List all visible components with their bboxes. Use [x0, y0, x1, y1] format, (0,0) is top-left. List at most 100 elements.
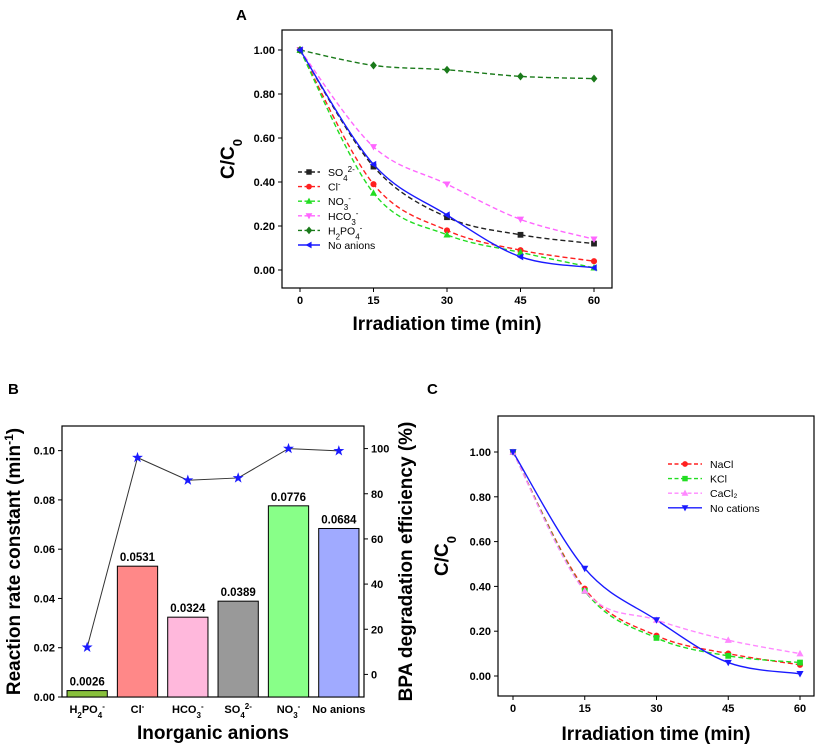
legend-marker-2 — [681, 489, 689, 496]
data-point-3 — [516, 216, 525, 224]
y2-tick-label: 100 — [371, 444, 389, 456]
panel-c-series-lines — [512, 451, 801, 675]
legend-marker-1 — [682, 475, 688, 482]
data-point-1 — [725, 652, 732, 659]
y-tick-label: 0.20 — [254, 221, 275, 233]
bar-value-label: 0.0531 — [120, 552, 156, 564]
x-tick-label-sup: 2- — [245, 702, 252, 711]
y-tick-label: 0.80 — [470, 492, 491, 504]
data-point-0 — [591, 240, 597, 247]
panel-a-series-markers — [296, 45, 598, 272]
x-tick-label-4: NO3- — [277, 702, 301, 720]
bar-1 — [116, 565, 159, 698]
x-tick-label-main: HCO — [172, 704, 197, 716]
x-tick-label-sub: 2 — [77, 711, 82, 720]
x-tick-label-main: NO — [277, 704, 294, 716]
legend-label-2: CaCl₂ — [710, 488, 737, 500]
x-tick-label-sup: - — [142, 702, 145, 711]
legend-marker-4 — [305, 226, 313, 235]
legend-marker-5 — [305, 241, 312, 249]
y-tick-label: 0.40 — [470, 581, 491, 593]
panel-b-efficiency-series — [81, 442, 345, 652]
panel-b-plot-frame — [61, 425, 365, 698]
data-point-4 — [443, 65, 451, 74]
legend-label-sup: - — [348, 194, 351, 203]
series-line-2 — [512, 451, 801, 655]
x-tick-label-sup: - — [201, 702, 204, 711]
data-point-2 — [796, 649, 804, 657]
y-tick-label: 0.00 — [470, 671, 491, 683]
x-tick-label-main: H — [69, 704, 77, 716]
y-tick-label: 0.02 — [34, 643, 55, 655]
legend-label-sup: - — [360, 223, 363, 232]
legend-label-1: Cl- — [328, 179, 341, 194]
x-tick-label: 30 — [441, 295, 453, 307]
panel-a-letter: A — [236, 7, 247, 24]
efficiency-point-2 — [182, 474, 194, 485]
x-tick-label-3: SO42- — [224, 702, 252, 720]
data-point-2 — [724, 636, 732, 643]
data-point-3 — [590, 236, 598, 243]
efficiency-point-5 — [333, 445, 345, 456]
bar-value-label: 0.0026 — [70, 677, 105, 689]
legend-label-sub: 4 — [343, 174, 348, 183]
x-tick-label: 45 — [514, 295, 526, 307]
bar-4 — [267, 505, 310, 698]
efficiency-point-0 — [81, 641, 93, 652]
x-tick-label: 60 — [794, 703, 806, 715]
x-tick-label: 15 — [579, 703, 591, 715]
bar-5 — [318, 527, 360, 698]
bar-value-label: 0.0324 — [170, 603, 206, 615]
data-point-5 — [443, 211, 450, 219]
panel-b-bars: 0.0026 0.0531 0.0324 0.0389 0.0776 0.0684 — [66, 492, 360, 698]
data-point-3 — [652, 617, 661, 624]
x-tick-label-0: H2PO4- — [69, 702, 105, 720]
data-point-3 — [369, 144, 378, 151]
series-line-0 — [299, 49, 595, 245]
series-line-1 — [512, 451, 801, 664]
panel-b-x-axis-label: Inorganic anions — [137, 723, 289, 744]
legend-marker-0 — [682, 461, 688, 467]
legend-label-5: No anions — [328, 240, 375, 252]
data-point-4 — [590, 74, 598, 83]
panel-b-y2-axis-label: BPA degradation efficiency (%) — [396, 422, 417, 702]
y-tick-label: 0.06 — [34, 544, 55, 556]
x-tick-label: 30 — [650, 703, 662, 715]
series-line-3 — [512, 451, 801, 675]
series-line-4 — [299, 49, 595, 80]
legend-label-2: NO3- — [328, 194, 351, 212]
y2-tick-label: 40 — [371, 579, 383, 591]
data-point-4 — [370, 61, 377, 70]
legend-marker-3 — [305, 213, 313, 220]
y-tick-label: 0.10 — [34, 446, 55, 458]
x-tick-label-sub: 3 — [293, 711, 298, 720]
bar-value-label: 0.0684 — [321, 514, 357, 526]
series-line-2 — [299, 49, 595, 269]
panel-a-axis-ticks: 0 15 30 45 60 0.00 0.20 0.40 0.60 0.80 1.00 — [254, 45, 601, 307]
y-tick-label: 1.00 — [470, 447, 491, 459]
series-line-1 — [299, 49, 595, 262]
x-tick-label-sup: - — [298, 702, 301, 711]
panel-a-legend: SO42-Cl-NO3-HCO3-H2PO4-No anions — [298, 165, 375, 252]
panel-c-chart: C 0 15 30 45 60 0.00 0.20 0.40 0.60 0.80 1.00 NaCl… — [427, 381, 815, 745]
panel-c-series-markers — [509, 448, 804, 678]
y2-tick-label: 60 — [371, 534, 383, 546]
x-tick-label: 0 — [510, 703, 516, 715]
x-tick-label: 0 — [297, 295, 303, 307]
y-tick-label: 0.40 — [254, 177, 275, 189]
legend-label-main: SO — [328, 167, 343, 179]
bar-value-label: 0.0776 — [271, 492, 306, 504]
data-point-2 — [516, 248, 525, 256]
bar-0 — [66, 690, 108, 698]
panel-b-axis-ticks: 0.00 0.02 0.04 0.06 0.08 0.10 0 20 40 60 80 100 H2PO… — [34, 444, 390, 720]
legend-marker-3 — [681, 505, 689, 512]
data-point-2 — [581, 587, 589, 594]
data-point-0 — [370, 163, 377, 170]
panel-b-chart: B 0.000.020.040.060.080.10020406080100H2… — [2, 381, 417, 744]
data-point-5 — [296, 46, 303, 54]
y-tick-label: 0.80 — [254, 89, 275, 101]
data-point-1 — [653, 635, 660, 641]
legend-label-main: NO — [328, 196, 344, 208]
legend-label-sub2: 4 — [355, 232, 360, 241]
y-tick-label: 0.04 — [34, 593, 56, 605]
